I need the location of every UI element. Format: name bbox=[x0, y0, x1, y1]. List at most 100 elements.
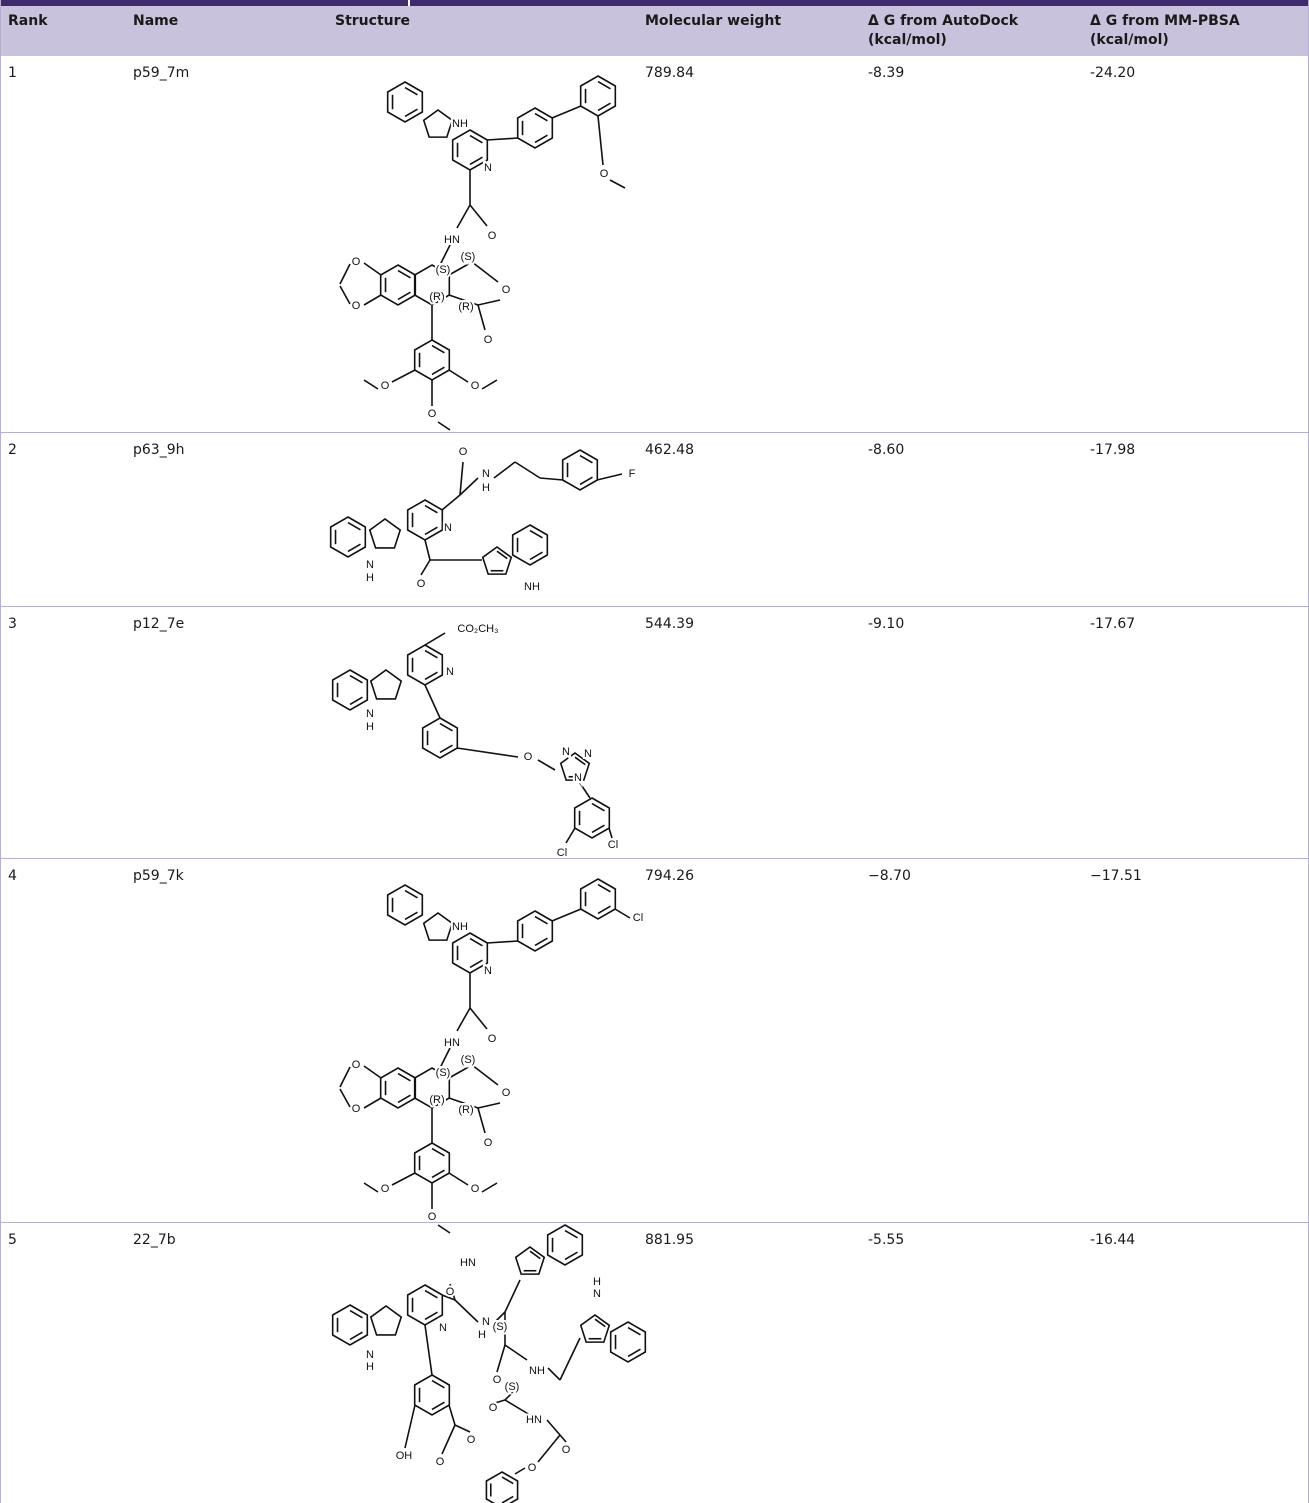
atom-label: N bbox=[366, 559, 374, 571]
bond bbox=[470, 1008, 487, 1029]
bond bbox=[494, 462, 515, 478]
atom-label: (S) bbox=[461, 1054, 476, 1066]
atom-label: HN bbox=[444, 1037, 460, 1049]
bond bbox=[457, 205, 470, 228]
bond bbox=[609, 828, 612, 838]
bond bbox=[478, 300, 500, 305]
bond bbox=[425, 685, 440, 718]
atom-label: O bbox=[484, 334, 493, 346]
bond bbox=[472, 1065, 498, 1085]
bond bbox=[425, 1325, 432, 1375]
bond bbox=[449, 1405, 455, 1425]
atom-label: O bbox=[467, 1434, 476, 1446]
atom-label: F bbox=[629, 468, 636, 480]
atom-label: N bbox=[446, 666, 454, 678]
bond bbox=[560, 1338, 580, 1380]
bond bbox=[580, 783, 590, 798]
bond bbox=[547, 1420, 560, 1435]
atom-label: (S) bbox=[461, 251, 476, 263]
atom-label: H bbox=[478, 1329, 486, 1341]
atom-label: O bbox=[381, 380, 390, 392]
ring bbox=[371, 1306, 401, 1335]
ring bbox=[424, 913, 453, 940]
bond bbox=[392, 370, 415, 382]
bond bbox=[460, 478, 478, 495]
header-label: Molecular weight bbox=[645, 13, 781, 29]
atom-label: O bbox=[417, 578, 426, 590]
atom-label: O bbox=[502, 1087, 511, 1099]
atom-label: O bbox=[502, 284, 511, 296]
bond bbox=[530, 1251, 540, 1258]
atom-label: OH bbox=[396, 1450, 413, 1462]
bond bbox=[515, 462, 540, 478]
cell-text: -24.20 bbox=[1090, 65, 1135, 81]
atom-label: O bbox=[562, 1444, 571, 1456]
cell-text: p12_7e bbox=[133, 616, 184, 632]
cell-text: 4 bbox=[8, 868, 17, 884]
bond bbox=[598, 116, 603, 165]
bond bbox=[478, 1108, 485, 1133]
bond bbox=[610, 180, 625, 188]
atom-label: H bbox=[366, 572, 374, 584]
bond bbox=[364, 1098, 381, 1108]
atom-label: (S) bbox=[436, 264, 451, 276]
bond bbox=[455, 1300, 478, 1322]
bond bbox=[364, 1183, 378, 1192]
bond bbox=[440, 1048, 450, 1068]
bond bbox=[515, 1468, 525, 1474]
bond bbox=[482, 380, 497, 389]
atom-label: O bbox=[381, 1183, 390, 1195]
bond bbox=[538, 1435, 560, 1462]
atom-label: O bbox=[489, 1402, 498, 1414]
bond bbox=[538, 760, 555, 770]
atom-label: NH bbox=[529, 1365, 545, 1377]
cell-text: -16.44 bbox=[1090, 1232, 1135, 1248]
atom-label: NH bbox=[452, 118, 468, 130]
atom-label: O bbox=[528, 1462, 537, 1474]
bond bbox=[364, 263, 381, 275]
atom-label: N bbox=[366, 1349, 374, 1361]
bond bbox=[449, 1065, 472, 1078]
atom-label: O bbox=[471, 1183, 480, 1195]
cell-text: 462.48 bbox=[645, 442, 694, 458]
bond bbox=[505, 1280, 520, 1312]
atom-label: HN bbox=[444, 234, 460, 246]
atom-label: (R) bbox=[458, 301, 473, 313]
atom-label: (R) bbox=[458, 1104, 473, 1116]
bond bbox=[595, 1319, 605, 1326]
atom-label: (S) bbox=[436, 1067, 451, 1079]
bond bbox=[540, 478, 563, 480]
bond bbox=[425, 540, 430, 560]
top-bar-notch bbox=[408, 0, 410, 6]
atom-label: NH bbox=[524, 581, 540, 593]
bond bbox=[449, 370, 468, 382]
bond bbox=[364, 1066, 381, 1078]
ring bbox=[371, 670, 401, 699]
bond bbox=[548, 1368, 560, 1380]
bond bbox=[340, 1089, 350, 1107]
atom-label: O bbox=[471, 380, 480, 392]
atom-label: HN bbox=[526, 1414, 542, 1426]
atom-label: H bbox=[366, 721, 374, 733]
bond bbox=[460, 462, 463, 495]
cell-text: 881.95 bbox=[645, 1232, 694, 1248]
atom-label: N bbox=[584, 748, 592, 760]
cell-text: p63_9h bbox=[133, 442, 184, 458]
atom-label: H bbox=[482, 482, 490, 494]
atom-label: Cl bbox=[608, 839, 618, 851]
atom-label: O bbox=[352, 300, 361, 312]
cell-text: 5 bbox=[8, 1232, 17, 1248]
atom-label: (R) bbox=[429, 291, 444, 303]
atom-label: N bbox=[562, 746, 570, 758]
bond bbox=[340, 264, 350, 284]
bond bbox=[615, 909, 630, 918]
atom-label: O bbox=[436, 1456, 445, 1468]
atom-label: O bbox=[493, 1374, 502, 1386]
atom-label: H bbox=[366, 1361, 374, 1373]
bond bbox=[505, 1400, 530, 1415]
cell-text: -17.98 bbox=[1090, 442, 1135, 458]
bond bbox=[457, 1008, 470, 1031]
bond bbox=[505, 1345, 527, 1360]
bond bbox=[442, 495, 460, 510]
bond bbox=[478, 305, 485, 330]
